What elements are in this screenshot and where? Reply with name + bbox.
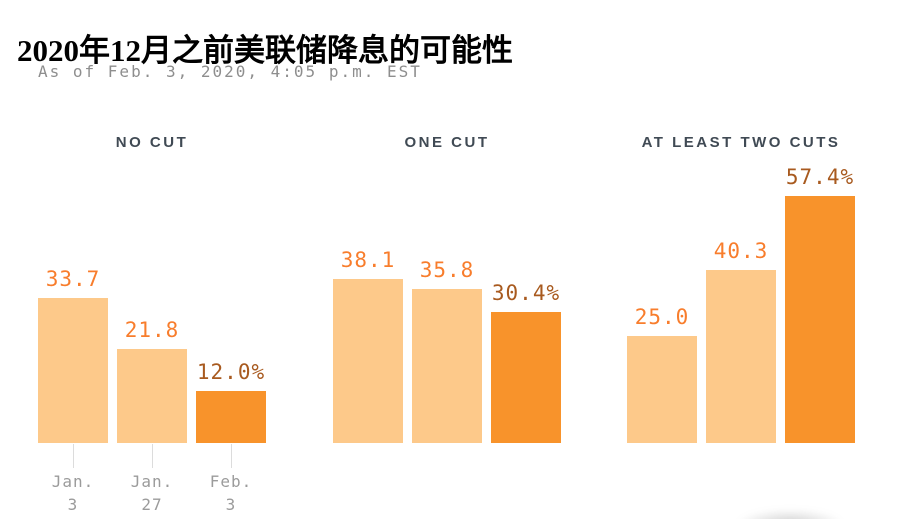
- axis-tick: [231, 444, 232, 468]
- bar: [706, 269, 776, 443]
- bar-value-label: 38.1: [340, 248, 396, 273]
- group-header: ONE CUT: [404, 134, 490, 151]
- group-header: NO CUT: [115, 134, 189, 151]
- bar: [491, 312, 561, 443]
- bar-column: 33.7: [38, 267, 108, 443]
- bar-column: 25.0: [627, 304, 697, 443]
- x-axis: Jan. 3 Jan. 27 Feb. 3: [38, 443, 266, 519]
- bottom-edge-shadow: [730, 507, 850, 519]
- bar-column: 12.0%: [196, 360, 266, 443]
- axis-label: Jan. 27: [110, 470, 194, 516]
- bar-value-label: 40.3: [713, 238, 769, 263]
- axis-label-line: 27: [141, 495, 163, 514]
- bar-value-label: 21.8: [124, 318, 180, 343]
- bars-row: 38.1 35.8 30.4%: [333, 156, 561, 443]
- bar: [333, 279, 403, 443]
- bar-value-label: 35.8: [419, 258, 475, 283]
- bar-value-label: 33.7: [45, 267, 101, 292]
- bar-column: 38.1: [333, 248, 403, 443]
- bar-value-label: 57.4%: [785, 165, 855, 190]
- bar-column: 21.8: [117, 318, 187, 443]
- chart-title: 2020年12月之前美联储降息的可能性: [17, 32, 513, 68]
- group-header: AT LEAST TWO CUTS: [641, 134, 841, 151]
- bar: [785, 196, 855, 443]
- axis-tick: [152, 444, 153, 468]
- bar: [117, 349, 187, 443]
- bar-column: 40.3: [706, 239, 776, 443]
- bar-column: 35.8: [412, 258, 482, 443]
- bar-group: AT LEAST TWO CUTS 25.0 40.3 57.4%: [627, 134, 855, 443]
- axis-label-line: Jan.: [130, 472, 174, 491]
- bar: [38, 298, 108, 443]
- bar: [196, 391, 266, 443]
- chart-subtitle: As of Feb. 3, 2020, 4:05 p.m. EST: [38, 62, 422, 81]
- bar-column: 30.4%: [491, 281, 561, 443]
- axis-tick: [73, 444, 74, 468]
- bar-value-label: 30.4%: [491, 281, 561, 306]
- bar-group: NO CUT 33.7 21.8 12.0%: [38, 134, 266, 443]
- axis-label-line: 3: [67, 495, 79, 514]
- axis-label-line: Jan.: [51, 472, 95, 491]
- axis-label-line: Feb.: [209, 472, 253, 491]
- bar-column: 57.4%: [785, 165, 855, 443]
- bar-group: ONE CUT 38.1 35.8 30.4%: [333, 134, 561, 443]
- bar-value-label: 12.0%: [196, 360, 266, 385]
- bars-row: 33.7 21.8 12.0%: [38, 156, 266, 443]
- bar-value-label: 25.0: [634, 304, 690, 329]
- bar: [627, 335, 697, 443]
- axis-label: Feb. 3: [189, 470, 273, 516]
- bars-row: 25.0 40.3 57.4%: [627, 156, 855, 443]
- axis-label-line: 3: [225, 495, 237, 514]
- axis-label: Jan. 3: [31, 470, 115, 516]
- bar: [412, 289, 482, 443]
